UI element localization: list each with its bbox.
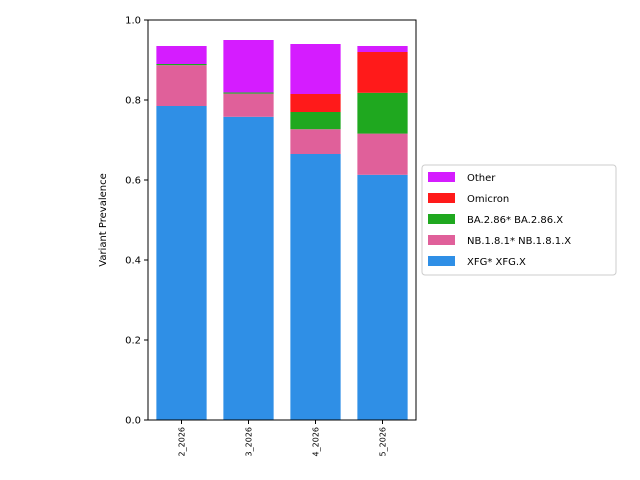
bar-segment-3_2026-series-1 (223, 93, 274, 117)
legend-label-4: XFG* XFG.X (467, 257, 526, 268)
legend-label-0: Other (467, 173, 496, 184)
bar-segment-2_2026-series-4 (156, 46, 207, 64)
y-tick-label: 0.0 (125, 416, 141, 427)
legend-box (421, 164, 617, 276)
y-tick-label: 0.2 (125, 336, 141, 347)
y-tick-label: 0.8 (125, 96, 141, 107)
bars-group (156, 40, 408, 421)
bar-segment-2_2026-series-0 (156, 106, 207, 420)
bar-segment-4_2026-series-1 (290, 129, 341, 154)
bar-segment-5_2026-series-3 (357, 52, 408, 93)
y-axis: 0.0 0.2 0.4 0.6 0.8 1.0 (125, 16, 148, 427)
x-axis: 2_2026 3_2026 4_2026 5_2026 (178, 420, 388, 456)
plot-frame (147, 19, 417, 421)
legend-swatch-1 (428, 193, 455, 203)
legend-label-2: BA.2.86* BA.2.86.X (467, 215, 563, 226)
bar-segment-4_2026-series-4 (290, 44, 341, 94)
y-tick-label: 1.0 (125, 16, 141, 27)
bar-segment-5_2026-series-0 (357, 174, 408, 420)
bar-segment-2_2026-series-1 (156, 65, 207, 106)
legend-label-1: Omicron (467, 194, 509, 205)
bar-segment-3_2026-series-0 (223, 116, 274, 421)
bar-segment-4_2026-series-0 (290, 154, 341, 420)
x-tick-label-2_2026: 2_2026 (178, 427, 187, 456)
x-tick-label-4_2026: 4_2026 (312, 427, 321, 456)
bar-segment-3_2026-series-4 (223, 40, 274, 93)
bar-segment-3_2026-series-2 (223, 92, 274, 94)
y-axis-title: Variant Prevalence (98, 173, 109, 267)
legend-swatch-2 (428, 214, 455, 224)
legend-swatch-3 (428, 235, 455, 245)
y-tick-label: 0.6 (125, 176, 141, 187)
bar-segment-4_2026-series-3 (290, 94, 341, 112)
bar-segment-5_2026-series-1 (357, 133, 408, 175)
x-tick-label-3_2026: 3_2026 (245, 427, 254, 456)
bar-segment-4_2026-series-2 (290, 112, 341, 130)
bar-segment-5_2026-series-2 (357, 92, 408, 134)
legend-swatch-4 (428, 256, 455, 266)
bar-segment-5_2026-series-4 (357, 46, 408, 52)
bar-segment-2_2026-series-2 (156, 64, 207, 66)
x-tick-label-5_2026: 5_2026 (379, 427, 388, 456)
y-tick-label: 0.4 (125, 256, 141, 267)
legend-label-3: NB.1.8.1* NB.1.8.1.X (467, 236, 571, 247)
legend: Other Omicron BA.2.86* BA.2.86.X NB.1.8.1* … (421, 164, 617, 276)
legend-swatch-0 (428, 172, 455, 182)
